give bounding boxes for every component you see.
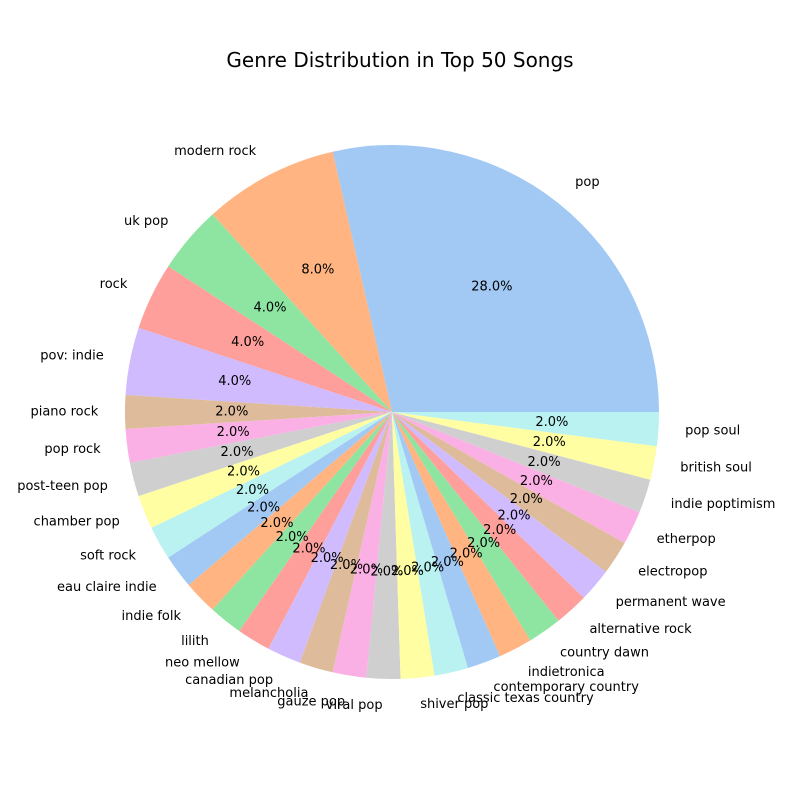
pie-slice-permanent-wave bbox=[392, 412, 606, 598]
slice-percent-label: 2.0% bbox=[370, 565, 403, 580]
slice-percent-label: 2.0% bbox=[247, 500, 280, 515]
slice-label: eau claire indie bbox=[57, 580, 157, 595]
slice-label: post-teen pop bbox=[17, 479, 108, 494]
slice-percent-label: 4.0% bbox=[231, 335, 264, 350]
pie-slice-classic-texas-country bbox=[392, 412, 468, 676]
slice-label: contemporary country bbox=[493, 680, 639, 695]
pie-slice-gauze-pop bbox=[332, 412, 392, 678]
slice-label: pop rock bbox=[44, 442, 101, 457]
slice-label: pop soul bbox=[685, 423, 740, 438]
slice-percent-label: 2.0% bbox=[215, 405, 248, 420]
pie-percent-labels: 28.0%8.0%4.0%4.0%4.0%2.0%2.0%2.0%2.0%2.0… bbox=[215, 262, 568, 579]
pie-labels: pop modern rock uk pop rock pov: indie piano … bbox=[17, 144, 775, 713]
slice-percent-label: 2.0% bbox=[276, 530, 309, 545]
slice-percent-label: 4.0% bbox=[254, 301, 287, 316]
pie-slice-indie-poptimism bbox=[392, 412, 651, 513]
slice-label: neo mellow bbox=[165, 656, 240, 671]
slice-percent-label: 28.0% bbox=[471, 279, 512, 294]
slice-label: uk pop bbox=[124, 214, 168, 229]
slice-label: viral pop bbox=[326, 698, 383, 713]
slice-label: chamber pop bbox=[34, 515, 120, 530]
slice-label: classic texas country bbox=[457, 691, 594, 706]
pie-slice-pop-rock bbox=[125, 412, 393, 464]
slice-label: pov: indie bbox=[40, 348, 103, 363]
slice-percent-label: 2.0% bbox=[520, 474, 553, 489]
slice-label: british soul bbox=[680, 461, 752, 476]
slice-label: rock bbox=[100, 277, 128, 292]
slice-label: electropop bbox=[638, 565, 707, 580]
slice-label: piano rock bbox=[30, 405, 98, 420]
pie-slice-viral-pop bbox=[366, 412, 401, 679]
slice-percent-label: 2.0% bbox=[227, 465, 260, 480]
slice-label: etherpop bbox=[657, 532, 716, 547]
slice-percent-label: 2.0% bbox=[330, 558, 363, 573]
pie-slice-lilith bbox=[212, 412, 392, 631]
slice-percent-label: 2.0% bbox=[431, 555, 464, 570]
pie-slice-pop bbox=[332, 144, 659, 412]
pie-slice-post-teen-pop bbox=[129, 412, 393, 497]
slice-percent-label: 2.0% bbox=[497, 508, 530, 523]
pie-slice-british-soul bbox=[392, 412, 657, 480]
slice-percent-label: 2.0% bbox=[450, 547, 483, 562]
pie-slice-piano-rock bbox=[125, 394, 393, 430]
pie-slice-neo-mellow bbox=[239, 412, 392, 649]
slice-percent-label: 2.0% bbox=[311, 551, 344, 566]
slice-label: soft rock bbox=[80, 549, 136, 564]
slice-percent-label: 2.0% bbox=[350, 563, 383, 578]
slice-label: alternative rock bbox=[589, 622, 692, 637]
pie-slice-pov-indie bbox=[125, 327, 393, 412]
pie-slice-modern-rock bbox=[212, 151, 392, 412]
chart-title: Genre Distribution in Top 50 Songs bbox=[226, 48, 574, 72]
slice-percent-label: 2.0% bbox=[236, 483, 269, 498]
pie-slice-soft-rock bbox=[151, 412, 392, 558]
slice-percent-label: 2.0% bbox=[391, 564, 424, 579]
pie-slice-indietronica bbox=[392, 412, 531, 657]
pie-slice-contemporary-country bbox=[392, 412, 501, 668]
slice-label: shiver pop bbox=[420, 697, 488, 712]
pie-slice-alternative-rock bbox=[392, 412, 584, 621]
pie-slice-electropop bbox=[392, 412, 625, 572]
pie-slice-indie-folk bbox=[188, 412, 392, 610]
slice-percent-label: 2.0% bbox=[535, 415, 568, 430]
pie-slice-canadian-pop bbox=[268, 412, 392, 663]
slice-percent-label: 2.0% bbox=[221, 445, 254, 460]
pie-slice-rock bbox=[138, 266, 392, 412]
slice-percent-label: 2.0% bbox=[260, 516, 293, 531]
pie-slices bbox=[125, 144, 659, 679]
slice-label: indie folk bbox=[122, 609, 182, 624]
slice-label: canadian pop bbox=[185, 673, 273, 688]
slice-percent-label: 4.0% bbox=[218, 374, 251, 389]
pie-slice-shiver-pop bbox=[392, 412, 435, 679]
slice-label: lilith bbox=[181, 634, 209, 649]
slice-percent-label: 2.0% bbox=[467, 536, 500, 551]
slice-label: country dawn bbox=[560, 645, 649, 660]
pie-slice-uk-pop bbox=[168, 214, 392, 412]
slice-label: permanent wave bbox=[616, 595, 726, 610]
slice-label: pop bbox=[575, 175, 599, 190]
pie-slice-melancholia bbox=[299, 412, 392, 673]
slice-percent-label: 2.0% bbox=[483, 523, 516, 538]
slice-label: modern rock bbox=[174, 144, 257, 159]
slice-label: gauze pop bbox=[277, 694, 345, 709]
slice-percent-label: 2.0% bbox=[510, 492, 543, 507]
slice-percent-label: 2.0% bbox=[528, 455, 561, 470]
slice-percent-label: 8.0% bbox=[301, 262, 334, 277]
slice-label: indie poptimism bbox=[671, 497, 776, 512]
pie-slice-pop-soul bbox=[392, 412, 659, 447]
pie-slice-etherpop bbox=[392, 412, 640, 544]
slice-label: melancholia bbox=[229, 686, 308, 701]
slice-percent-label: 2.0% bbox=[292, 541, 325, 556]
slice-percent-label: 2.0% bbox=[533, 435, 566, 450]
slice-percent-label: 2.0% bbox=[411, 561, 444, 576]
slice-label: indietronica bbox=[528, 665, 605, 680]
pie-slice-eau-claire-indie bbox=[168, 412, 392, 586]
slice-percent-label: 2.0% bbox=[217, 425, 250, 440]
pie-slice-country-dawn bbox=[392, 412, 559, 641]
pie-slice-chamber-pop bbox=[138, 412, 392, 528]
